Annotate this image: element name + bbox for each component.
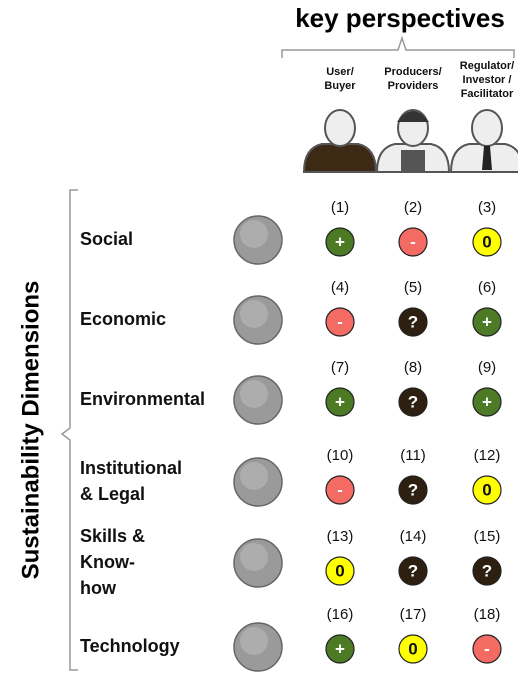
apron [401, 150, 425, 172]
perspective-label: Regulator/ [460, 60, 514, 72]
cell-symbol: - [337, 312, 343, 331]
person-icon [302, 109, 378, 173]
person-icon [375, 109, 451, 173]
cell-number: (6) [478, 279, 496, 296]
symbol-circle [325, 387, 355, 417]
cell-symbol: 0 [335, 561, 344, 580]
cell-number: (9) [478, 359, 496, 376]
side-brace [60, 189, 78, 671]
cell-number: (3) [478, 199, 496, 216]
cell-symbol: - [484, 639, 490, 658]
symbol-circle [472, 475, 502, 505]
symbol-circle [325, 475, 355, 505]
dimension-label: Technology [80, 636, 180, 656]
dimension-label: Skills & [80, 526, 145, 546]
cell-symbol: 0 [482, 232, 491, 251]
dimension-label: Economic [80, 309, 166, 329]
cell-symbol: ? [408, 561, 418, 580]
dimension-label: Institutional [80, 458, 182, 478]
symbol-circle [398, 475, 428, 505]
cell-number: (8) [404, 359, 422, 376]
symbol-circle [398, 387, 428, 417]
cell-number: (18) [474, 606, 501, 623]
cell-number: (17) [400, 606, 427, 623]
perspective-label: User/ [326, 66, 354, 78]
symbol-circle [472, 387, 502, 417]
cell-number: (15) [474, 528, 501, 545]
person-head [324, 109, 356, 147]
cell-number: (7) [331, 359, 349, 376]
dimension-label: & Legal [80, 484, 145, 504]
dimension-icon-shine [240, 462, 268, 490]
cell-number: (5) [404, 279, 422, 296]
person-icon [449, 109, 518, 173]
perspective-label: Producers/ [384, 66, 441, 78]
cell-symbol: 0 [482, 480, 491, 499]
dimension-label: Environmental [80, 389, 205, 409]
symbol-circle [398, 307, 428, 337]
cell-symbol: ? [408, 480, 418, 499]
dimension-icon-shine [240, 380, 268, 408]
symbol-circle [325, 227, 355, 257]
cell-symbol: - [337, 480, 343, 499]
cell-symbol: + [335, 392, 345, 411]
dimension-icon-shine [240, 627, 268, 655]
content: User/Buyer Producers/Providers Regulator/I… [80, 60, 518, 672]
dimension-icon-shine [240, 300, 268, 328]
symbol-circle [472, 556, 502, 586]
cell-number: (12) [474, 447, 501, 464]
cell-symbol: ? [408, 392, 418, 411]
side-label: Sustainability Dimensions [17, 281, 44, 580]
top-brace [281, 35, 515, 58]
symbol-circle [472, 227, 502, 257]
cell-symbol: - [410, 232, 416, 251]
cell-symbol: + [482, 392, 492, 411]
person-head [471, 109, 503, 147]
cell-number: (13) [327, 528, 354, 545]
cell-number: (2) [404, 199, 422, 216]
perspective-label: Buyer [324, 80, 356, 92]
cell-symbol: + [335, 639, 345, 658]
title: key perspectives [295, 3, 505, 33]
dimension-icon-shine [240, 220, 268, 248]
cell-symbol: + [335, 232, 345, 251]
perspective-label: Facilitator [461, 88, 514, 100]
cell-number: (11) [400, 447, 426, 464]
cell-number: (1) [331, 199, 349, 216]
dimension-label: Social [80, 229, 133, 249]
perspective-label: Providers [388, 80, 439, 92]
symbol-circle [325, 556, 355, 586]
symbol-circle [398, 634, 428, 664]
cell-symbol: 0 [408, 639, 417, 658]
symbol-circle [325, 634, 355, 664]
cap [397, 111, 429, 122]
dimension-icon-shine [240, 543, 268, 571]
symbol-circle [472, 634, 502, 664]
person-body [302, 143, 378, 173]
cell-number: (4) [331, 279, 349, 296]
cell-symbol: ? [408, 312, 418, 331]
cell-symbol: + [482, 312, 492, 331]
cell-symbol: ? [482, 561, 492, 580]
symbol-circle [398, 227, 428, 257]
dimension-label: Know- [80, 552, 135, 572]
symbol-circle [325, 307, 355, 337]
perspective-label: Investor / [463, 74, 512, 86]
dimension-label: how [80, 578, 117, 598]
tie [482, 146, 492, 170]
cell-number: (16) [327, 606, 354, 623]
symbol-circle [398, 556, 428, 586]
symbol-circle [472, 307, 502, 337]
cell-number: (14) [400, 528, 427, 545]
cell-number: (10) [327, 447, 354, 464]
